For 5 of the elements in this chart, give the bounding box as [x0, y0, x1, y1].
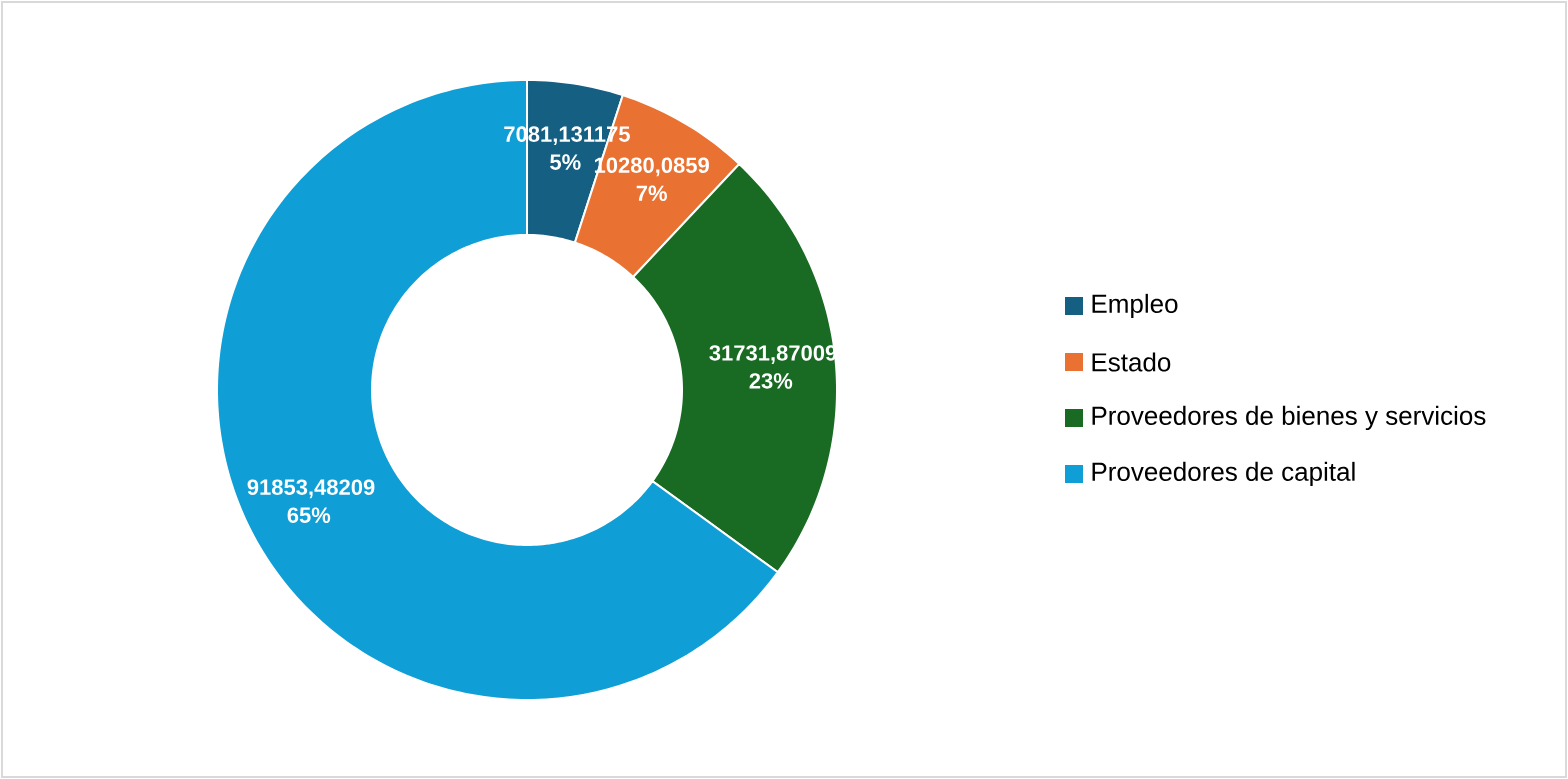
data-label: 91853,48209 65% — [247, 479, 375, 523]
legend-label: Proveedores de bienes y servicios — [1092, 405, 1486, 431]
legend-label: Proveedores de capital — [1092, 461, 1355, 487]
legend-label: Empleo — [1092, 293, 1178, 319]
legend-label: Estado — [1092, 352, 1171, 372]
